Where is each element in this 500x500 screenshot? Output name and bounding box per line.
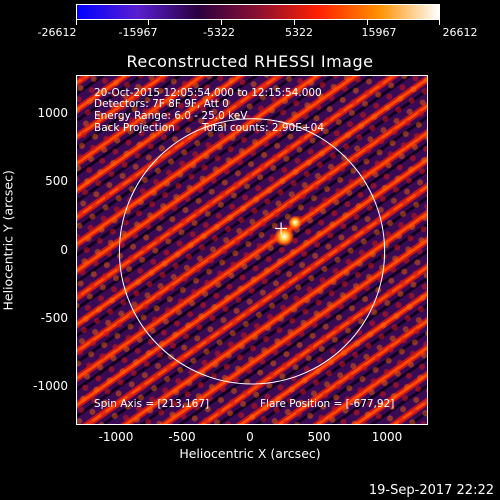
- y-tick-label: -500: [40, 311, 68, 325]
- total-counts-text: Total counts: 2.90E+04: [202, 122, 325, 134]
- x-tick-label: 0: [246, 430, 254, 444]
- y-tick-label: 500: [45, 174, 68, 188]
- x-tick-label: 500: [307, 430, 331, 444]
- colorbar-tick: [294, 20, 295, 25]
- colorbar-tick: [367, 20, 368, 25]
- colorbar-tick-label: -26612: [37, 26, 77, 39]
- colorbar-tick: [76, 20, 77, 25]
- colorbar: [76, 4, 440, 20]
- colorbar-tick-label: 15967: [361, 26, 397, 39]
- flare-hotspot: [288, 215, 303, 230]
- energy-range-text: Energy Range: 6.0 - 25.0 keV: [94, 110, 248, 122]
- colorbar-tick: [148, 20, 149, 25]
- method-text: Back Projection: [94, 122, 175, 134]
- y-tick-label: 1000: [37, 106, 68, 120]
- y-tick-label: -1000: [33, 379, 68, 393]
- image-texture: [77, 76, 427, 424]
- colorbar-tick-label: 5322: [285, 26, 313, 39]
- rhessi-image: [77, 76, 427, 424]
- y-axis-label: Heliocentric Y (arcsec): [0, 170, 16, 311]
- x-tick-label: 1000: [371, 430, 403, 444]
- x-tick-label: -500: [168, 430, 196, 444]
- x-axis-label: Heliocentric X (arcsec): [179, 446, 321, 461]
- solar-limb: [118, 118, 386, 385]
- plot-title: Reconstructed RHESSI Image: [126, 52, 374, 71]
- flare-hotspot: [274, 226, 295, 247]
- colorbar-tick: [439, 20, 440, 25]
- colorbar-tick-label: -15967: [118, 26, 158, 39]
- time-range-text: 20-Oct-2015 12:05:54.000 to 12:15:54.000: [94, 87, 322, 99]
- colorbar-tick-label: 26612: [442, 26, 478, 39]
- spin-axis-marker: [275, 222, 288, 235]
- y-tick-label: 0: [60, 243, 68, 257]
- flare-position-text: Flare Position = [-677,92]: [260, 398, 395, 410]
- spin-axis-text: Spin Axis = [213,167]: [94, 398, 210, 410]
- image-plot-area: 20-Oct-2015 12:05:54.000 to 12:15:54.000…: [76, 75, 428, 425]
- timestamp: 19-Sep-2017 22:22: [368, 483, 494, 498]
- x-tick-label: -1000: [98, 430, 134, 444]
- colorbar-tick: [221, 20, 222, 25]
- colorbar-tick-label: -5322: [203, 26, 235, 39]
- detectors-text: Detectors: 7F 8F 9F, Att 0: [94, 98, 229, 110]
